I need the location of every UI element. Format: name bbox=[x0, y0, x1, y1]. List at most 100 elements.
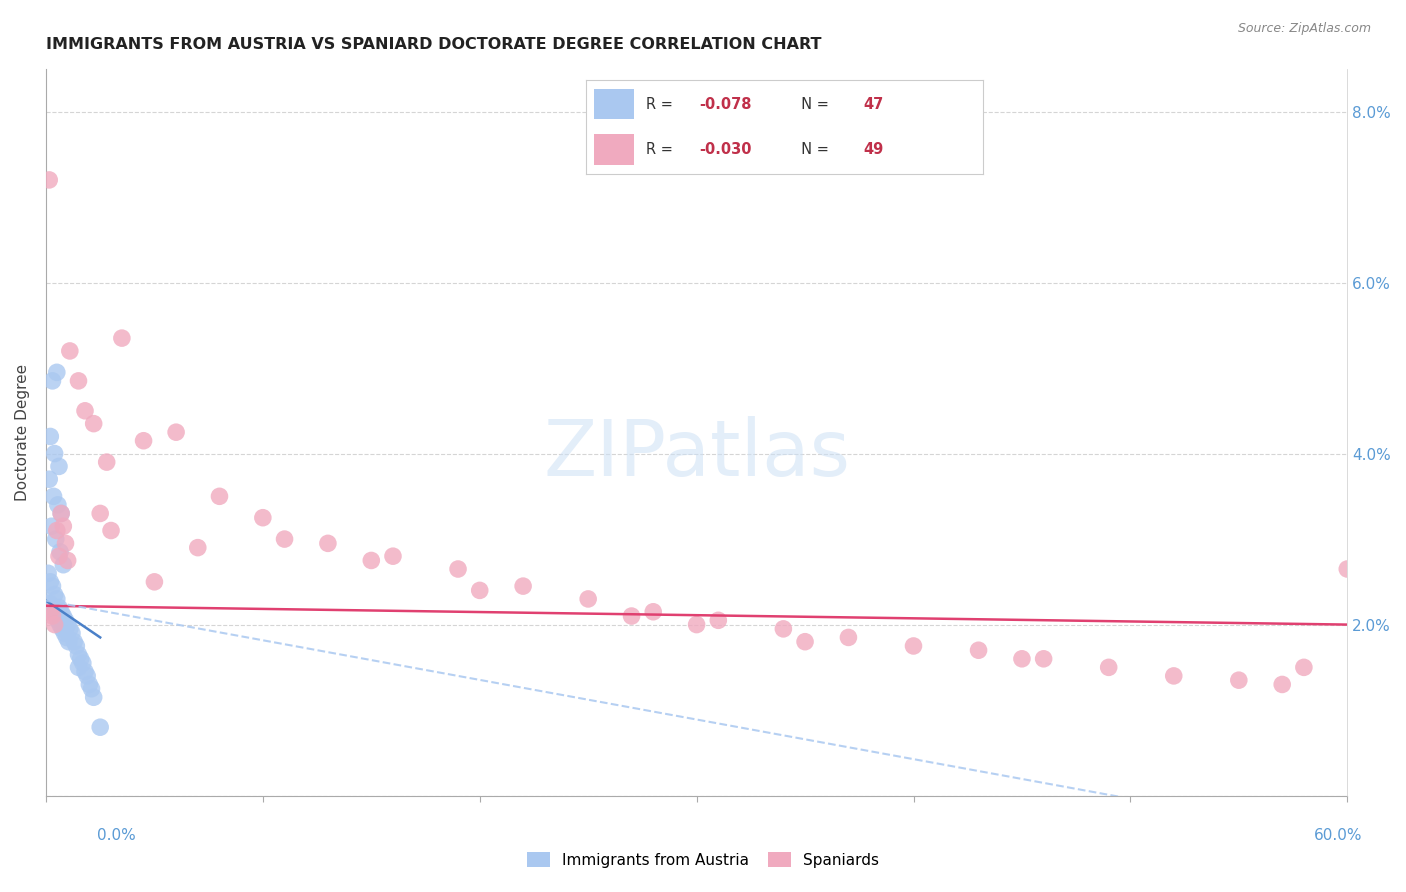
Point bbox=[96, 455, 118, 469]
Point bbox=[56, 617, 79, 632]
Point bbox=[45, 609, 67, 624]
Text: 60.0%: 60.0% bbox=[1315, 829, 1362, 843]
Point bbox=[52, 609, 75, 624]
Point bbox=[67, 660, 90, 674]
Point bbox=[165, 425, 187, 440]
Point bbox=[39, 605, 62, 619]
Point bbox=[72, 656, 94, 670]
Point bbox=[382, 549, 405, 564]
Point bbox=[55, 631, 77, 645]
Point bbox=[111, 331, 134, 345]
Point bbox=[273, 532, 295, 546]
Point bbox=[73, 404, 96, 418]
Point bbox=[1271, 677, 1294, 691]
Point bbox=[42, 605, 65, 619]
Point bbox=[60, 626, 83, 640]
Point bbox=[44, 588, 66, 602]
Legend: Immigrants from Austria, Spaniards: Immigrants from Austria, Spaniards bbox=[522, 846, 884, 873]
Point bbox=[41, 519, 63, 533]
Point bbox=[38, 173, 60, 187]
Point bbox=[316, 536, 339, 550]
Point bbox=[794, 634, 817, 648]
Point bbox=[208, 489, 231, 503]
Text: Source: ZipAtlas.com: Source: ZipAtlas.com bbox=[1237, 22, 1371, 36]
Point bbox=[41, 374, 63, 388]
Point bbox=[837, 631, 859, 645]
Point bbox=[51, 622, 73, 636]
Point bbox=[39, 574, 62, 589]
Point bbox=[1163, 669, 1185, 683]
Point bbox=[79, 677, 101, 691]
Point bbox=[41, 600, 63, 615]
Point bbox=[80, 681, 103, 696]
Text: IMMIGRANTS FROM AUSTRIA VS SPANIARD DOCTORATE DEGREE CORRELATION CHART: IMMIGRANTS FROM AUSTRIA VS SPANIARD DOCT… bbox=[46, 37, 821, 53]
Point bbox=[447, 562, 470, 576]
Point bbox=[46, 613, 69, 627]
Point bbox=[967, 643, 990, 657]
Point bbox=[48, 459, 70, 474]
Point bbox=[83, 417, 105, 431]
Point bbox=[52, 558, 75, 572]
Point bbox=[55, 613, 77, 627]
Point bbox=[41, 579, 63, 593]
Point bbox=[63, 634, 86, 648]
Point bbox=[187, 541, 209, 555]
Point bbox=[1336, 562, 1358, 576]
Point bbox=[903, 639, 925, 653]
Point bbox=[1292, 660, 1315, 674]
Point bbox=[89, 507, 111, 521]
Point bbox=[59, 622, 82, 636]
Point bbox=[100, 524, 122, 538]
Point bbox=[1227, 673, 1250, 688]
Text: ZIPatlas: ZIPatlas bbox=[543, 416, 851, 492]
Point bbox=[83, 690, 105, 705]
Point bbox=[38, 472, 60, 486]
Point bbox=[49, 605, 72, 619]
Point bbox=[41, 609, 63, 624]
Point bbox=[52, 519, 75, 533]
Point bbox=[45, 365, 67, 379]
Point bbox=[76, 669, 98, 683]
Point bbox=[37, 566, 59, 581]
Point bbox=[45, 532, 67, 546]
Point bbox=[56, 553, 79, 567]
Text: 0.0%: 0.0% bbox=[97, 829, 136, 843]
Point bbox=[89, 720, 111, 734]
Point bbox=[45, 524, 67, 538]
Point bbox=[59, 343, 82, 358]
Point bbox=[44, 617, 66, 632]
Point bbox=[67, 374, 90, 388]
Point bbox=[49, 617, 72, 632]
Point bbox=[53, 626, 76, 640]
Point bbox=[69, 652, 91, 666]
Point bbox=[67, 648, 90, 662]
Point bbox=[1032, 652, 1054, 666]
Point bbox=[576, 591, 599, 606]
Point bbox=[46, 498, 69, 512]
Point bbox=[468, 583, 491, 598]
Point bbox=[143, 574, 166, 589]
Point bbox=[42, 489, 65, 503]
Point bbox=[48, 549, 70, 564]
Point bbox=[73, 665, 96, 679]
Point bbox=[39, 429, 62, 443]
Y-axis label: Doctorate Degree: Doctorate Degree bbox=[15, 364, 30, 500]
Point bbox=[360, 553, 382, 567]
Point bbox=[55, 536, 77, 550]
Point bbox=[1011, 652, 1033, 666]
Point bbox=[707, 613, 730, 627]
Point bbox=[49, 507, 72, 521]
Point bbox=[58, 634, 80, 648]
Point bbox=[772, 622, 794, 636]
Point bbox=[685, 617, 707, 632]
Point bbox=[49, 545, 72, 559]
Point bbox=[48, 600, 70, 615]
Point bbox=[38, 596, 60, 610]
Point bbox=[65, 639, 87, 653]
Point bbox=[252, 510, 274, 524]
Point bbox=[45, 591, 67, 606]
Point bbox=[1098, 660, 1121, 674]
Point bbox=[49, 507, 72, 521]
Point bbox=[512, 579, 534, 593]
Point bbox=[620, 609, 643, 624]
